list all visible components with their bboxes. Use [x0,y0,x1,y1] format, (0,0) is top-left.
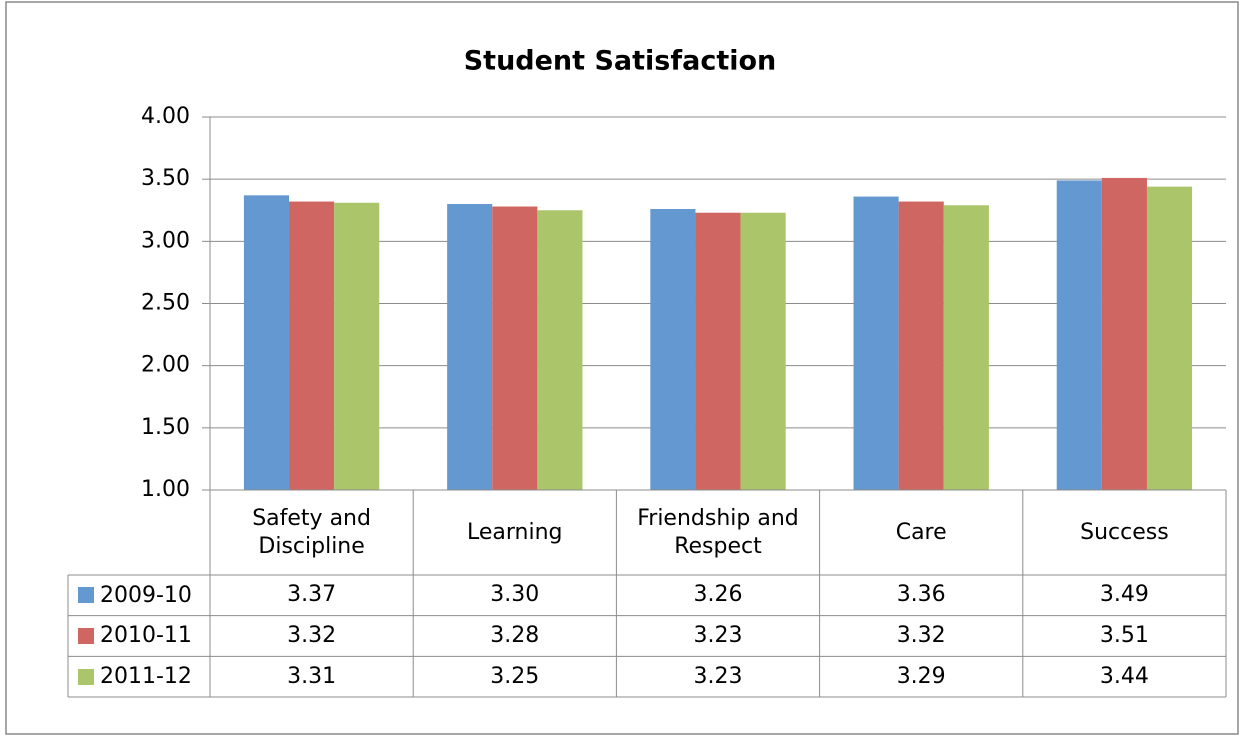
legend-label: 2009-10 [100,582,192,608]
bar [1146,186,1193,491]
bar [650,209,696,491]
bar [740,212,786,490]
bar [695,212,741,490]
chart-title: Student Satisfaction [464,46,777,77]
bar [1056,180,1102,490]
y-tick-label: 3.00 [141,228,190,253]
category-label: Success [1080,519,1169,545]
bar [1101,177,1147,490]
category-label: Safety and Discipline [252,505,371,559]
legend-item: 2010-11 [68,616,210,657]
legend-key [78,587,94,604]
bar [334,202,380,491]
data-table-value: 3.26 [693,582,743,608]
bar [447,204,493,491]
bar [289,201,335,490]
data-table-value: 3.31 [287,663,337,689]
bar [492,206,538,490]
y-tick-label: 4.00 [141,104,190,129]
data-table-value: 3.32 [287,622,337,648]
bar [898,201,944,490]
data-table-value: 3.49 [1099,582,1149,608]
y-tick-label: 2.50 [141,291,190,316]
category-label: Friendship and Respect [637,505,799,559]
data-table-value: 3.32 [896,622,946,648]
data-table-value: 3.23 [693,663,743,689]
category-label: Care [895,519,947,545]
chart-border [5,1,1239,735]
y-tick-label: 1.00 [141,477,190,502]
legend-label: 2011-12 [100,664,192,690]
bar [243,195,290,490]
category-label: Learning [467,519,563,545]
legend-key [78,668,94,685]
y-tick-label: 3.50 [141,166,190,191]
data-table-value: 3.36 [896,582,946,608]
y-tick-label: 2.00 [141,353,190,378]
bar [943,205,989,490]
bar [537,210,583,490]
data-table-value: 3.30 [490,582,540,608]
data-table-value: 3.25 [490,663,540,689]
bar [853,196,899,490]
data-table-value: 3.28 [490,622,540,648]
data-table-value: 3.23 [693,622,743,648]
data-table-value: 3.51 [1099,622,1149,648]
y-tick-label: 1.50 [141,415,190,440]
legend-key [78,627,94,644]
legend-item: 2011-12 [68,656,210,697]
legend-label: 2010-11 [100,623,192,649]
legend-item: 2009-10 [68,575,210,616]
data-table-value: 3.44 [1099,663,1149,689]
data-table-value: 3.37 [287,582,337,608]
data-table-value: 3.29 [896,663,946,689]
